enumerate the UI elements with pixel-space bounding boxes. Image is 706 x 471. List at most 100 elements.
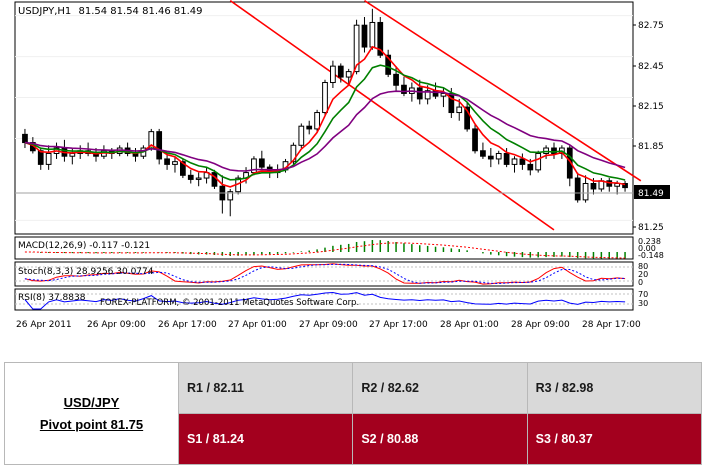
chart-ohlc: 81.54 81.54 81.46 81.49 (78, 6, 202, 17)
support-2: S2 / 80.88 (352, 413, 528, 465)
candle-body (574, 177, 581, 201)
stoch-axis-tick: 80 (638, 262, 648, 271)
stoch-signal-line (24, 263, 626, 285)
candle-body (551, 147, 557, 154)
candle-body (424, 90, 431, 100)
candle-body (180, 161, 186, 176)
candle-body (511, 158, 518, 165)
macd-pane: MACD(12,26,9) -0.117 -0.121 0.238 0.00 -… (14, 236, 664, 260)
macd-signal-line (24, 242, 626, 259)
channel-upper (364, 0, 642, 182)
candle-body (622, 183, 628, 189)
rsi-label: RSI(8) 37.8838 (18, 293, 86, 303)
chart-header: USDJPY,H1 81.54 81.54 81.46 81.49 (18, 6, 203, 17)
price-tick: 81.85 (638, 142, 664, 152)
macd-histogram (32, 240, 626, 259)
candle-body (156, 131, 163, 160)
chart-symbol: USDJPY,H1 (18, 6, 71, 17)
price-axis: 82.75 82.45 82.15 81.85 81.49 81.25 (633, 21, 670, 233)
support-1: S1 / 81.24 (177, 413, 354, 465)
ma-mid-line (24, 64, 626, 181)
pivot-point-label: Pivot point 81.75 (39, 416, 144, 432)
candle-body (464, 106, 470, 130)
resistance-1: R1 / 82.11 (177, 362, 354, 414)
time-axis: 26 Apr 2011 26 Apr 09:00 26 Apr 17:00 27… (16, 320, 641, 330)
candle-body (306, 125, 313, 130)
candle-body (377, 21, 384, 56)
current-price-badge (634, 185, 670, 199)
candle-body (45, 152, 52, 165)
time-tick: 27 Apr 01:00 (228, 320, 287, 330)
candle-body (385, 54, 392, 75)
candle-body (566, 147, 573, 179)
resistance-3: R3 / 82.98 (526, 362, 703, 414)
candle-body (495, 152, 502, 160)
macd-label: MACD(12,26,9) -0.117 -0.121 (18, 241, 150, 251)
candle-body (361, 24, 368, 48)
macd-frame (14, 236, 634, 260)
price-tick: 81.25 (638, 223, 664, 233)
price-tick: 82.75 (638, 21, 664, 31)
candle-body (187, 174, 194, 180)
candle-body (345, 71, 352, 78)
candle-body (314, 112, 320, 130)
candle-body (480, 150, 486, 157)
candle-body (582, 183, 589, 201)
time-tick: 28 Apr 01:00 (440, 320, 499, 330)
time-tick: 26 Apr 09:00 (87, 320, 146, 330)
candle-body (258, 158, 265, 168)
candle-body (227, 191, 234, 201)
candle-body (456, 106, 463, 114)
channel-lower (229, 0, 555, 231)
stoch-pane: Stoch(8,3,3) 28.9256 30.0774 80 20 0 (14, 261, 648, 287)
candle-body (290, 144, 297, 163)
current-price-label: 81.49 (638, 189, 664, 199)
candle-body (519, 158, 526, 165)
candle-body (393, 73, 399, 86)
candle-body (416, 87, 423, 100)
candle-body (330, 65, 336, 84)
rsi-axis-tick: 30 (638, 299, 648, 308)
stoch-axis-tick: 20 (638, 270, 648, 279)
candle-body (472, 128, 478, 152)
rsi-axis-tick: 70 (638, 290, 648, 299)
candle-body (535, 152, 542, 171)
candles (22, 8, 628, 217)
candle-body (322, 82, 328, 114)
rsi-pane: RSI(8) 37.8838 FOREX-PLATFORM, © 2001-20… (14, 288, 648, 311)
time-tick: 27 Apr 09:00 (299, 320, 358, 330)
candle-body (298, 125, 305, 146)
channel-lines (229, 0, 642, 231)
candle-body (353, 24, 360, 73)
support-3: S3 / 80.37 (526, 413, 703, 465)
candle-body (37, 150, 44, 165)
price-tick: 82.15 (638, 102, 664, 112)
rsi-frame (14, 288, 634, 311)
candle-body (69, 152, 76, 157)
price-tick: 82.45 (638, 62, 664, 72)
time-tick: 28 Apr 17:00 (582, 320, 641, 330)
candle-body (22, 133, 28, 144)
macd-axis-tick: 0.238 (638, 237, 661, 246)
candle-body (369, 21, 376, 48)
stoch-axis-tick: 0 (638, 278, 643, 287)
pivot-table: USD/JPY Pivot point 81.75 R1 / 82.11 R2 … (4, 362, 703, 465)
candle-body (440, 92, 447, 97)
macd-axis-tick: 0.00 (638, 244, 656, 253)
resistance-2: R2 / 82.62 (352, 362, 528, 414)
stoch-label: Stoch(8,3,3) 28.9256 30.0774 (18, 267, 154, 277)
time-tick: 28 Apr 09:00 (511, 320, 570, 330)
pair-cell: USD/JPY Pivot point 81.75 (4, 362, 179, 465)
candle-body (195, 177, 202, 180)
price-chart[interactable]: USDJPY,H1 81.54 81.54 81.46 81.49 82.75 … (0, 0, 706, 345)
candle-body (172, 161, 178, 165)
candle-body (503, 152, 510, 165)
time-tick: 27 Apr 17:00 (369, 320, 428, 330)
candle-body (337, 65, 344, 78)
ma-slow-line (24, 90, 626, 172)
candle-body (590, 183, 597, 190)
candle-body (527, 163, 534, 171)
candle-body (164, 158, 170, 165)
watermark: FOREX-PLATFORM, © 2001-2011 MetaQuotes S… (100, 298, 359, 308)
time-tick: 26 Apr 17:00 (158, 320, 217, 330)
